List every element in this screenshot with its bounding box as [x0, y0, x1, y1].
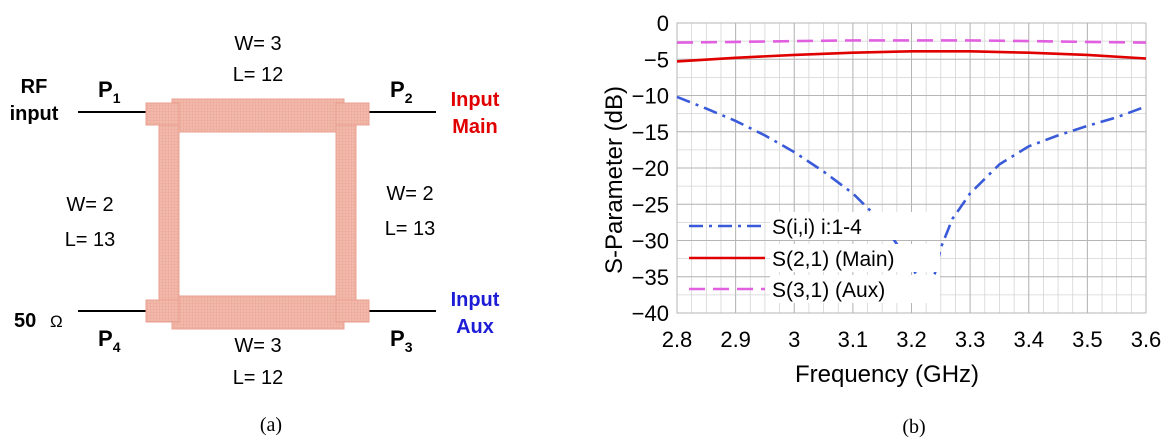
termination-value: 50: [14, 310, 36, 332]
y-tick-label: −15: [632, 120, 669, 145]
left-width-label: W= 2: [66, 194, 113, 216]
chart-grid: [676, 22, 1147, 314]
x-tick-label: 3.6: [1131, 327, 1162, 352]
left-length-label: L= 13: [65, 229, 116, 251]
port-label-p2: P2: [390, 77, 413, 106]
chart-legend: S(i,i) i:1-4 S(2,1) (Main) S(3,1) (Aux): [689, 212, 940, 303]
rf-input-label-2: input: [10, 103, 59, 125]
series-line-2: [676, 49, 1147, 63]
input-aux-label-2: Aux: [456, 316, 494, 338]
legend-label-bg: [770, 212, 940, 240]
y-tick-label: −5: [644, 47, 669, 72]
legend-label: S(3,1) (Aux): [772, 279, 885, 302]
x-tick-label: 3.3: [955, 327, 986, 352]
x-tick-label: 3.4: [1013, 327, 1044, 352]
series-line-3: [676, 39, 1147, 44]
x-tick-label: 3.1: [838, 327, 869, 352]
x-tick-label: 2.9: [720, 327, 751, 352]
y-tick-label: −20: [632, 156, 669, 181]
junction-p4: [145, 299, 180, 323]
input-main-label-2: Main: [452, 116, 498, 138]
y-tick-label: −10: [632, 84, 669, 109]
right-branch: [335, 124, 357, 304]
top-width-label: W= 3: [234, 33, 281, 55]
input-main-label-1: Input: [451, 89, 500, 111]
s-parameter-chart: 2.8 2.9 3 3.1 3.2 3.3 3.4 3.5 3.6 0 −5 −10 −15 −20 −2…: [601, 11, 1161, 438]
y-tick-label: −40: [632, 301, 669, 326]
termination-unit: Ω: [50, 312, 63, 331]
caption-b: (b): [902, 416, 925, 438]
bottom-length-label: L= 12: [233, 367, 284, 389]
x-tick-label: 3: [788, 327, 800, 352]
left-branch: [158, 124, 180, 304]
x-axis-label: Frequency (GHz): [795, 361, 979, 388]
top-branch: [171, 98, 345, 133]
right-width-label: W= 2: [386, 183, 433, 205]
y-tick-label: 0: [657, 11, 669, 36]
right-length-label: L= 13: [385, 218, 436, 240]
top-length-label: L= 12: [233, 64, 284, 86]
port-label-p3: P3: [390, 326, 413, 355]
hybrid-coupler-layout: RF input P1 P2 P4 P3 Input Main Input Au…: [10, 33, 500, 436]
y-tick-label: −25: [632, 192, 669, 217]
junction-p3: [335, 299, 370, 323]
y-tick-labels: 0 −5 −10 −15 −20 −25 −30 −35 −40: [632, 11, 669, 326]
rf-input-label-1: RF: [21, 76, 48, 98]
junction-p1: [145, 102, 180, 126]
legend-label: S(2,1) (Main): [772, 248, 895, 271]
x-tick-label: 2.8: [662, 327, 693, 352]
bottom-branch: [171, 295, 345, 330]
y-tick-label: −30: [632, 229, 669, 254]
y-axis-label: S-Parameter (dB): [601, 86, 628, 274]
junction-p2: [335, 102, 370, 126]
legend-label-bg: [770, 244, 940, 272]
y-tick-label: −35: [632, 265, 669, 290]
x-tick-labels: 2.8 2.9 3 3.1 3.2 3.3 3.4 3.5 3.6: [662, 327, 1162, 352]
x-tick-label: 3.5: [1072, 327, 1103, 352]
legend-label: S(i,i) i:1-4: [772, 216, 862, 239]
legend-label-bg: [770, 275, 940, 303]
bottom-width-label: W= 3: [234, 335, 281, 357]
input-aux-label-1: Input: [451, 289, 500, 311]
port-label-p4: P4: [98, 326, 121, 355]
caption-a: (a): [260, 414, 282, 436]
port-label-p1: P1: [98, 77, 121, 106]
x-tick-label: 3.2: [896, 327, 927, 352]
